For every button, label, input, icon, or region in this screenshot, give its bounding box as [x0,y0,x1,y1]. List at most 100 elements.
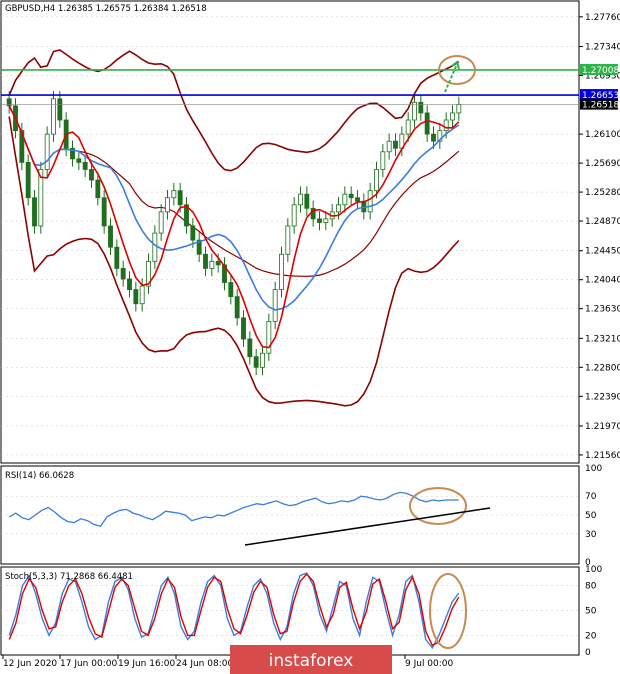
candle-body [171,190,177,199]
candle-body [405,119,411,135]
price-tick-label: 1.24450 [585,247,620,257]
candle-body [374,169,379,192]
candle-body [336,204,341,213]
price-label-box-resistance [580,89,618,101]
target-circle-annotation [438,55,476,85]
price-tick-label: 1.22800 [585,363,620,373]
candle-body [443,119,449,132]
price-tick-label: 1.27340 [585,43,620,53]
candle-body [76,158,82,163]
candle-body [348,193,354,199]
candle-body [120,267,126,280]
candle-body [260,352,265,368]
candle-body [367,190,373,213]
stoch-tick-label: 50 [585,607,597,617]
stoch-main-line [8,572,460,650]
moving-averages [8,105,460,349]
price-tick-label: 1.21970 [585,422,620,432]
candle-body [386,140,392,153]
fast-moving-average [8,105,460,349]
candle-body [57,98,63,121]
candle-body [234,296,240,319]
rsi-tick-label: 0 [585,558,591,568]
price-label-box-target [580,63,618,75]
time-tick-label: 9 Jul 00:00 [405,659,454,669]
candle-body [323,218,329,223]
candle-body [298,193,303,206]
candle-body [146,260,151,287]
candle-body [393,140,398,149]
candle-body [247,338,253,358]
candle-body [133,289,139,305]
price-label-resistance: 1.26653 [582,91,619,101]
candle-body [431,133,436,142]
candle-body [412,101,417,121]
candle-body [127,278,132,290]
target-arrow-annotation [444,63,458,93]
bollinger-lower [8,116,460,407]
rsi-line [8,491,459,528]
candle-body [209,260,215,269]
candle-body [437,130,443,142]
candle-body [215,260,221,266]
watermark-text: instaforex [269,651,354,671]
candle-body [184,204,189,227]
price-tick-label: 1.26930 [585,71,620,81]
price-tick-label: 1.21560 [585,451,620,461]
candle-body [44,133,50,170]
price-axis-labels: 1.27760 1.27340 1.26930 1.26100 1.25690 1.252… [579,13,620,461]
bollinger-upper [8,49,460,172]
price-tick-label: 1.24040 [585,276,620,286]
rsi-circle-annotation [409,487,467,525]
candle-body [114,246,120,269]
candle-body [196,239,202,255]
time-tick-label: 12 Jun 2020 [3,659,57,669]
candle-body [25,161,31,199]
stochastic-indicator: 100 80 50 20 0 [1,565,602,658]
price-label-target: 1.27008 [582,66,619,76]
candle-body [95,179,101,199]
price-tick-label: 1.22390 [585,392,620,402]
candle-body [342,193,348,206]
candle-body [101,197,107,227]
candle-body [190,225,196,241]
price-tick-label: 1.27760 [585,13,620,23]
target-arrow-head [451,60,460,70]
price-panel-header: GBPUSD,H4 1.26385 1.26575 1.26384 1.2651… [5,4,207,14]
stoch-panel-header: Stoch(5,3,3) 71.2868 66.4481 [5,572,133,582]
candle-body [456,104,462,114]
price-tick-label: 1.26100 [585,130,620,140]
candle-body [228,282,234,298]
candle-body [317,218,322,223]
time-axis-labels: 12 Jun 2020 17 Jun 00:00 19 Jun 16:00 24 Ju… [2,655,454,669]
rsi-indicator: 100 70 50 30 0 [1,464,602,568]
bollinger-middle [8,105,460,277]
candle-body [241,317,246,340]
candle-body [89,169,94,181]
price-tick-label: 1.23630 [585,305,620,315]
rsi-tick-label: 100 [585,464,602,474]
candle-body [272,289,278,322]
candle-body [253,356,259,368]
watermark-banner [230,645,392,674]
time-tick-label: 17 Jun 00:00 [60,659,117,669]
rsi-panel-header: RSI(14) 66.0628 [5,471,74,481]
candle-body [266,320,272,354]
rsi-trendline [244,507,491,546]
price-label-current: 1.26518 [582,101,619,111]
candle-body [158,211,164,234]
candle-body [38,169,44,227]
price-tick-label: 1.25280 [585,188,620,198]
stoch-tick-label: 80 [585,582,597,592]
stoch-tick-label: 100 [585,565,602,575]
candle-body [203,253,208,269]
rsi-tick-label: 50 [585,511,597,521]
candle-body [450,112,455,121]
stoch-signal-line [8,572,460,647]
candle-body [304,193,310,209]
candle-body [82,161,88,170]
candle-body [424,112,430,135]
